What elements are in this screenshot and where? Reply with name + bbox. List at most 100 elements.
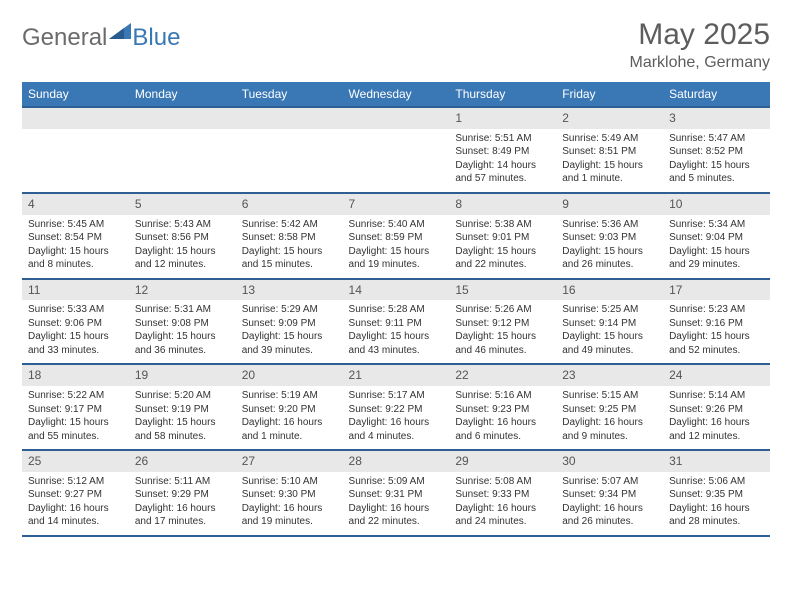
day-details xyxy=(129,129,236,185)
calendar-cell: 20Sunrise: 5:19 AMSunset: 9:20 PMDayligh… xyxy=(236,364,343,450)
day-details: Sunrise: 5:23 AMSunset: 9:16 PMDaylight:… xyxy=(663,300,770,363)
day-details: Sunrise: 5:28 AMSunset: 9:11 PMDaylight:… xyxy=(343,300,450,363)
day-details: Sunrise: 5:38 AMSunset: 9:01 PMDaylight:… xyxy=(449,215,556,278)
day-number: 2 xyxy=(556,108,663,129)
calendar-cell: 31Sunrise: 5:06 AMSunset: 9:35 PMDayligh… xyxy=(663,450,770,536)
day-number xyxy=(343,108,450,129)
day-details: Sunrise: 5:17 AMSunset: 9:22 PMDaylight:… xyxy=(343,386,450,449)
calendar-cell: 22Sunrise: 5:16 AMSunset: 9:23 PMDayligh… xyxy=(449,364,556,450)
day-details: Sunrise: 5:25 AMSunset: 9:14 PMDaylight:… xyxy=(556,300,663,363)
day-details: Sunrise: 5:12 AMSunset: 9:27 PMDaylight:… xyxy=(22,472,129,535)
day-details xyxy=(236,129,343,185)
calendar-head: SundayMondayTuesdayWednesdayThursdayFrid… xyxy=(22,82,770,107)
calendar-week-row: 11Sunrise: 5:33 AMSunset: 9:06 PMDayligh… xyxy=(22,279,770,365)
day-details: Sunrise: 5:06 AMSunset: 9:35 PMDaylight:… xyxy=(663,472,770,535)
day-number: 28 xyxy=(343,451,450,472)
calendar-cell: 23Sunrise: 5:15 AMSunset: 9:25 PMDayligh… xyxy=(556,364,663,450)
day-details: Sunrise: 5:07 AMSunset: 9:34 PMDaylight:… xyxy=(556,472,663,535)
day-header: Tuesday xyxy=(236,82,343,107)
logo-text-2: Blue xyxy=(132,24,180,52)
calendar-cell: 9Sunrise: 5:36 AMSunset: 9:03 PMDaylight… xyxy=(556,193,663,279)
title-block: May 2025 Marklohe, Germany xyxy=(630,18,771,72)
day-number: 19 xyxy=(129,365,236,386)
calendar-cell: 14Sunrise: 5:28 AMSunset: 9:11 PMDayligh… xyxy=(343,279,450,365)
day-details: Sunrise: 5:11 AMSunset: 9:29 PMDaylight:… xyxy=(129,472,236,535)
calendar-week-row: 1Sunrise: 5:51 AMSunset: 8:49 PMDaylight… xyxy=(22,107,770,193)
calendar-cell: 2Sunrise: 5:49 AMSunset: 8:51 PMDaylight… xyxy=(556,107,663,193)
day-header: Wednesday xyxy=(343,82,450,107)
calendar-cell: 25Sunrise: 5:12 AMSunset: 9:27 PMDayligh… xyxy=(22,450,129,536)
day-details xyxy=(22,129,129,185)
calendar-cell: 5Sunrise: 5:43 AMSunset: 8:56 PMDaylight… xyxy=(129,193,236,279)
calendar-cell: 13Sunrise: 5:29 AMSunset: 9:09 PMDayligh… xyxy=(236,279,343,365)
logo: General Blue xyxy=(22,18,180,52)
logo-triangle-icon xyxy=(109,18,131,46)
day-number: 25 xyxy=(22,451,129,472)
day-details: Sunrise: 5:45 AMSunset: 8:54 PMDaylight:… xyxy=(22,215,129,278)
day-details: Sunrise: 5:33 AMSunset: 9:06 PMDaylight:… xyxy=(22,300,129,363)
day-number: 16 xyxy=(556,280,663,301)
calendar-table: SundayMondayTuesdayWednesdayThursdayFrid… xyxy=(22,82,770,537)
day-header: Sunday xyxy=(22,82,129,107)
day-number: 4 xyxy=(22,194,129,215)
day-details: Sunrise: 5:14 AMSunset: 9:26 PMDaylight:… xyxy=(663,386,770,449)
calendar-cell: 10Sunrise: 5:34 AMSunset: 9:04 PMDayligh… xyxy=(663,193,770,279)
day-number: 30 xyxy=(556,451,663,472)
day-details: Sunrise: 5:26 AMSunset: 9:12 PMDaylight:… xyxy=(449,300,556,363)
day-details xyxy=(343,129,450,185)
day-details: Sunrise: 5:29 AMSunset: 9:09 PMDaylight:… xyxy=(236,300,343,363)
calendar-body: 1Sunrise: 5:51 AMSunset: 8:49 PMDaylight… xyxy=(22,107,770,536)
calendar-cell xyxy=(129,107,236,193)
header: General Blue May 2025 Marklohe, Germany xyxy=(22,18,770,72)
day-details: Sunrise: 5:19 AMSunset: 9:20 PMDaylight:… xyxy=(236,386,343,449)
calendar-cell xyxy=(343,107,450,193)
day-header: Saturday xyxy=(663,82,770,107)
calendar-cell: 24Sunrise: 5:14 AMSunset: 9:26 PMDayligh… xyxy=(663,364,770,450)
day-number: 3 xyxy=(663,108,770,129)
calendar-cell: 19Sunrise: 5:20 AMSunset: 9:19 PMDayligh… xyxy=(129,364,236,450)
calendar-cell: 11Sunrise: 5:33 AMSunset: 9:06 PMDayligh… xyxy=(22,279,129,365)
calendar-cell: 26Sunrise: 5:11 AMSunset: 9:29 PMDayligh… xyxy=(129,450,236,536)
calendar-week-row: 18Sunrise: 5:22 AMSunset: 9:17 PMDayligh… xyxy=(22,364,770,450)
calendar-cell xyxy=(236,107,343,193)
calendar-cell: 15Sunrise: 5:26 AMSunset: 9:12 PMDayligh… xyxy=(449,279,556,365)
day-number: 29 xyxy=(449,451,556,472)
day-number: 12 xyxy=(129,280,236,301)
day-header: Thursday xyxy=(449,82,556,107)
day-number: 20 xyxy=(236,365,343,386)
day-number: 23 xyxy=(556,365,663,386)
day-number: 7 xyxy=(343,194,450,215)
calendar-cell: 12Sunrise: 5:31 AMSunset: 9:08 PMDayligh… xyxy=(129,279,236,365)
day-details: Sunrise: 5:31 AMSunset: 9:08 PMDaylight:… xyxy=(129,300,236,363)
day-details: Sunrise: 5:15 AMSunset: 9:25 PMDaylight:… xyxy=(556,386,663,449)
day-number: 6 xyxy=(236,194,343,215)
logo-text-1: General xyxy=(22,24,107,52)
calendar-cell: 30Sunrise: 5:07 AMSunset: 9:34 PMDayligh… xyxy=(556,450,663,536)
day-number: 10 xyxy=(663,194,770,215)
day-number xyxy=(129,108,236,129)
day-number: 9 xyxy=(556,194,663,215)
calendar-cell: 7Sunrise: 5:40 AMSunset: 8:59 PMDaylight… xyxy=(343,193,450,279)
calendar-cell: 16Sunrise: 5:25 AMSunset: 9:14 PMDayligh… xyxy=(556,279,663,365)
day-number xyxy=(22,108,129,129)
day-details: Sunrise: 5:34 AMSunset: 9:04 PMDaylight:… xyxy=(663,215,770,278)
location: Marklohe, Germany xyxy=(630,54,771,72)
calendar-cell: 8Sunrise: 5:38 AMSunset: 9:01 PMDaylight… xyxy=(449,193,556,279)
calendar-week-row: 25Sunrise: 5:12 AMSunset: 9:27 PMDayligh… xyxy=(22,450,770,536)
calendar-cell: 27Sunrise: 5:10 AMSunset: 9:30 PMDayligh… xyxy=(236,450,343,536)
calendar-cell: 29Sunrise: 5:08 AMSunset: 9:33 PMDayligh… xyxy=(449,450,556,536)
day-details: Sunrise: 5:51 AMSunset: 8:49 PMDaylight:… xyxy=(449,129,556,192)
day-details: Sunrise: 5:22 AMSunset: 9:17 PMDaylight:… xyxy=(22,386,129,449)
day-number: 27 xyxy=(236,451,343,472)
day-header: Monday xyxy=(129,82,236,107)
day-details: Sunrise: 5:10 AMSunset: 9:30 PMDaylight:… xyxy=(236,472,343,535)
calendar-cell: 4Sunrise: 5:45 AMSunset: 8:54 PMDaylight… xyxy=(22,193,129,279)
month-title: May 2025 xyxy=(630,18,771,52)
day-number: 13 xyxy=(236,280,343,301)
day-details: Sunrise: 5:16 AMSunset: 9:23 PMDaylight:… xyxy=(449,386,556,449)
day-details: Sunrise: 5:20 AMSunset: 9:19 PMDaylight:… xyxy=(129,386,236,449)
day-number: 5 xyxy=(129,194,236,215)
calendar-cell: 18Sunrise: 5:22 AMSunset: 9:17 PMDayligh… xyxy=(22,364,129,450)
day-number: 18 xyxy=(22,365,129,386)
day-number: 11 xyxy=(22,280,129,301)
